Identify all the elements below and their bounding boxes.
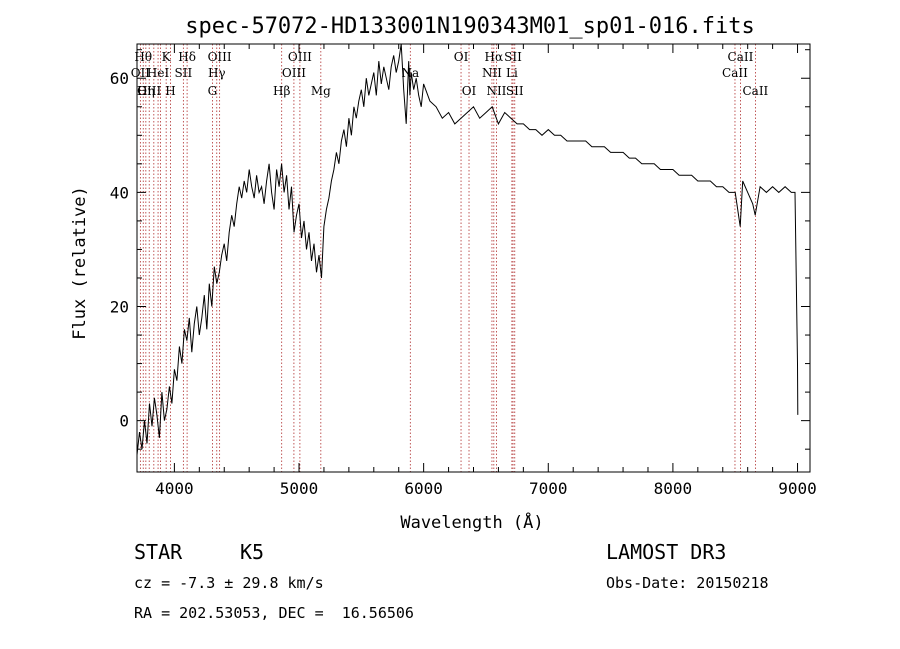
y-tick-label: 0 xyxy=(119,412,129,431)
x-axis-ticks: 4000 5000 6000 7000 8000 9000 xyxy=(155,44,817,498)
emission-line-label: OIII xyxy=(137,84,161,98)
emission-line-label: Hβ xyxy=(273,84,290,98)
redshift-velocity: cz = -7.3 ± 29.8 km/s xyxy=(134,574,324,592)
spectrum-line xyxy=(136,43,799,455)
x-axis-label: Wavelength (Å) xyxy=(400,511,543,533)
coordinates: RA = 202.53053, DEC = 16.56506 xyxy=(134,604,414,622)
emission-line-label: CaII xyxy=(722,66,748,80)
emission-line-label: Na xyxy=(401,66,419,80)
object-class: STAR xyxy=(134,540,183,564)
emission-line-label: G xyxy=(208,84,218,98)
emission-line-label: CaII xyxy=(742,84,768,98)
y-axis-label: Flux (relative) xyxy=(70,186,90,340)
y-tick-label: 40 xyxy=(110,183,129,202)
x-tick-label: 6000 xyxy=(404,479,443,498)
y-tick-label: 20 xyxy=(110,298,129,317)
y-tick-label: 60 xyxy=(110,69,129,88)
emission-line-label: NII xyxy=(486,84,506,98)
emission-line-label: Hθ xyxy=(134,50,152,64)
x-tick-label: 9000 xyxy=(778,479,817,498)
emission-line-label: SII xyxy=(175,66,193,80)
plot-frame xyxy=(136,43,811,473)
emission-line-label: OIII xyxy=(288,50,312,64)
survey-name: LAMOST DR3 xyxy=(606,540,727,564)
emission-line-label: OIII xyxy=(208,50,232,64)
emission-line-label: Hα xyxy=(485,50,504,64)
emission-line-label: Hδ xyxy=(178,50,196,64)
emission-line-label: K xyxy=(162,50,172,64)
x-tick-label: 4000 xyxy=(155,479,194,498)
x-tick-label: 8000 xyxy=(654,479,693,498)
emission-line-label: SII xyxy=(504,50,522,64)
emission-line-label: OII xyxy=(131,66,151,80)
emission-line-label: CaII xyxy=(728,50,754,64)
emission-line-labels: OIIHθHηOIIIHeIKHSIIHδGHγOIIIHβOIIIOIIIMg… xyxy=(131,50,769,98)
emission-line-label: SII xyxy=(506,84,524,98)
emission-line-label: NII xyxy=(482,66,502,80)
emission-line-label: OI xyxy=(454,50,469,64)
emission-line-label: Li xyxy=(506,66,518,80)
emission-line-label: Hγ xyxy=(208,66,226,80)
x-tick-label: 5000 xyxy=(280,479,319,498)
emission-line-label: OIII xyxy=(282,66,306,80)
x-tick-label: 7000 xyxy=(529,479,568,498)
chart-title: spec-57072-HD133001N190343M01_sp01-016.f… xyxy=(185,14,755,39)
emission-line-label: Hη xyxy=(137,84,155,98)
emission-line-label: H xyxy=(165,84,175,98)
emission-line-label: Mg xyxy=(311,84,331,98)
observation-date: Obs-Date: 20150218 xyxy=(606,574,769,592)
emission-line-label: HeI xyxy=(147,66,170,80)
emission-line-markers xyxy=(139,44,756,472)
object-subclass: K5 xyxy=(240,540,265,564)
emission-line-label: OI xyxy=(462,84,477,98)
y-axis-ticks: 0 20 40 60 xyxy=(110,49,810,450)
